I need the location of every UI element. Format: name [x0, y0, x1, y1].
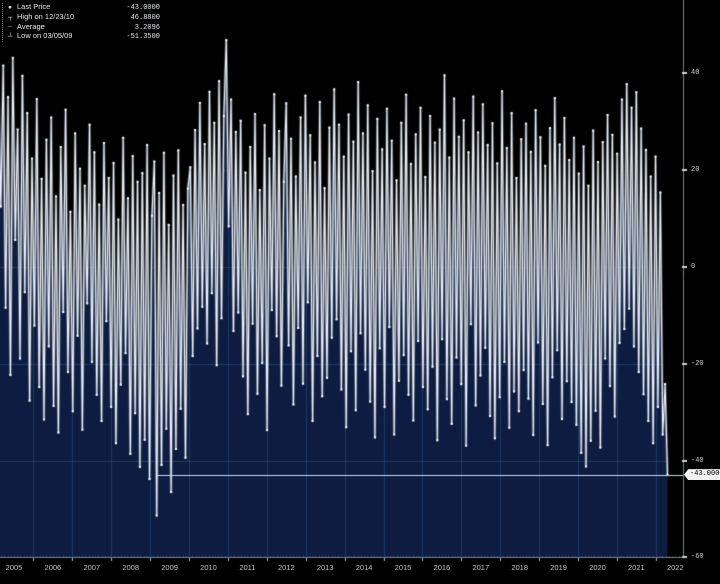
legend-label: High on 12/23/10	[17, 11, 75, 21]
chart-legend: ● Last Price -43.0000 ┬ High on 12/23/10…	[2, 3, 160, 43]
x-tick-label: 2010	[200, 563, 217, 572]
x-tick-label: 2015	[394, 563, 412, 572]
legend-value: -43.0000	[126, 4, 160, 12]
legend-row-low[interactable]: ┴ Low on 03/05/09 -51.3500	[8, 32, 160, 42]
x-tick-label: 2009	[161, 563, 178, 572]
x-tick-label: 2011	[239, 563, 256, 572]
y-tick-label: -40	[691, 456, 704, 465]
x-tick-label: 2008	[122, 563, 140, 572]
x-tick-label: 2005	[5, 563, 23, 572]
legend-value: 46.8800	[130, 13, 160, 22]
x-tick-label: 2018	[511, 563, 529, 572]
x-tick-label: 2017	[472, 563, 490, 572]
legend-value: -51.3500	[126, 33, 160, 42]
last-price-axis-badge: -43.0000	[684, 469, 720, 481]
x-tick-label: 2020	[589, 563, 606, 572]
y-tick-label: -20	[691, 359, 704, 368]
last-price-marker-icon: ●	[8, 4, 12, 11]
x-tick-label: 2014	[355, 563, 373, 572]
x-tick-label: 2016	[433, 563, 451, 572]
legend-row-high[interactable]: ┬ High on 12/23/10 46.8800	[8, 11, 160, 23]
x-tick-label: 2006	[44, 563, 62, 572]
low-marker-icon: ┴	[8, 33, 13, 41]
y-tick-label: 0	[691, 263, 696, 271]
legend-label: Last Price	[17, 2, 51, 11]
x-tick-label: 2022	[666, 563, 684, 572]
y-tick-label: 40	[691, 69, 700, 78]
x-tick-label: 2021	[628, 563, 645, 572]
legend-label: Average	[17, 21, 45, 31]
high-marker-icon: ┬	[8, 13, 13, 21]
legend-value: 3.2096	[134, 23, 160, 32]
x-tick-label: 2013	[316, 563, 334, 572]
y-tick-label: 20	[691, 166, 700, 175]
average-marker-icon: ╌	[8, 23, 12, 31]
legend-label: Low on 03/05/09	[17, 31, 73, 41]
legend-row-last-price[interactable]: ● Last Price -43.0000	[8, 3, 160, 13]
x-tick-label: 2019	[550, 563, 567, 572]
y-tick-label: -60	[691, 553, 704, 562]
x-tick-label: 2012	[277, 563, 295, 572]
x-tick-label: 2007	[83, 563, 101, 572]
legend-row-average[interactable]: ╌ Average 3.2096	[8, 21, 160, 33]
